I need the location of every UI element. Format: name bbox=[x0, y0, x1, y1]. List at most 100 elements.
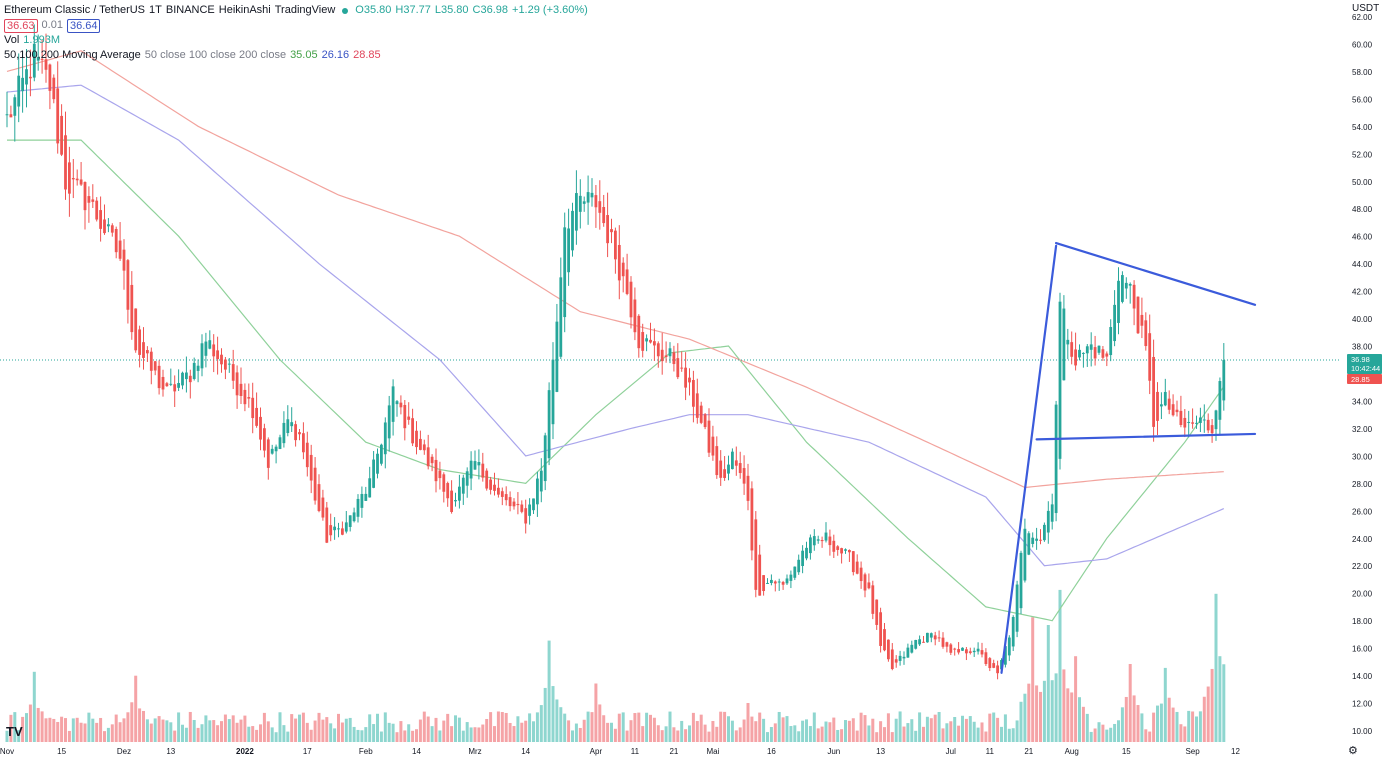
candle-body bbox=[40, 58, 44, 60]
volume-bar bbox=[738, 727, 742, 742]
candle-body bbox=[567, 228, 570, 273]
volume-bar bbox=[1195, 716, 1198, 742]
volume-bar bbox=[1120, 707, 1124, 742]
volume-bar bbox=[551, 686, 555, 742]
candle-body bbox=[1078, 349, 1081, 358]
candle-body bbox=[329, 525, 333, 536]
volume-bar bbox=[520, 722, 524, 742]
candle-body bbox=[17, 75, 21, 107]
volume-bar bbox=[571, 730, 574, 742]
volume-bar bbox=[1171, 707, 1175, 742]
candle-body bbox=[532, 498, 535, 511]
volume-bar bbox=[871, 718, 875, 742]
volume-bar bbox=[395, 732, 399, 742]
legend-row-ma[interactable]: 50,100,200 Moving Average 50 close 100 c… bbox=[4, 48, 588, 63]
candle-body bbox=[984, 652, 988, 664]
volume-bar bbox=[1097, 722, 1101, 742]
volume-bar bbox=[118, 722, 122, 742]
market-open-icon bbox=[342, 7, 349, 14]
candle-body bbox=[239, 383, 243, 396]
volume-bar bbox=[808, 726, 812, 742]
volume-bar bbox=[680, 720, 684, 742]
volume-bar bbox=[434, 717, 438, 742]
price-tick-label: 40.00 bbox=[1352, 315, 1373, 324]
candle-body bbox=[1183, 417, 1187, 428]
volume-bar bbox=[730, 720, 734, 742]
candle-body bbox=[200, 343, 204, 369]
price-tick-label: 18.00 bbox=[1352, 617, 1373, 626]
volume-bar bbox=[574, 723, 578, 742]
candle-body bbox=[867, 582, 871, 589]
volume-bar bbox=[1093, 728, 1097, 742]
candle-body bbox=[399, 402, 403, 408]
volume-bar bbox=[247, 726, 251, 742]
candle-body bbox=[1019, 552, 1023, 609]
volume-bar bbox=[9, 714, 13, 742]
candle-body bbox=[894, 659, 898, 663]
volume-bar bbox=[516, 716, 520, 742]
time-tick-label: Mrz bbox=[468, 747, 481, 756]
volume-bar bbox=[71, 718, 75, 742]
price-tick-label: 50.00 bbox=[1352, 178, 1373, 187]
volume-bar bbox=[754, 721, 758, 742]
bid-price[interactable]: 36.63 bbox=[4, 18, 38, 33]
volume-bar bbox=[325, 717, 329, 742]
volume-bar bbox=[348, 717, 352, 742]
price-tick-label: 34.00 bbox=[1352, 397, 1373, 406]
price-tick-label: 60.00 bbox=[1352, 40, 1373, 49]
candle-body bbox=[337, 528, 340, 530]
ma200-line bbox=[6, 50, 1224, 489]
moving-averages bbox=[6, 50, 1225, 622]
time-axis[interactable]: Nov 15 Dez 13 2022 17 Feb 14 Mrz 14 Apr 11 21 Mai 16 Ju… bbox=[0, 747, 1240, 756]
currency-unit[interactable]: USDT bbox=[1352, 3, 1380, 14]
gear-icon[interactable]: ⚙ bbox=[1348, 745, 1358, 757]
volume-bar bbox=[539, 705, 543, 742]
volume-bar bbox=[231, 715, 235, 742]
candle-body bbox=[883, 629, 886, 651]
volume-bar bbox=[535, 712, 539, 742]
time-tick-label: 14 bbox=[521, 747, 530, 756]
volume-bar bbox=[438, 730, 442, 742]
candle-body bbox=[840, 548, 843, 554]
candle-body bbox=[485, 470, 489, 489]
volume-bar bbox=[1109, 727, 1113, 742]
candle-body bbox=[255, 407, 258, 426]
legend-row-bidask: 36.63 0.01 36.64 bbox=[4, 18, 588, 33]
volume-bar bbox=[500, 712, 504, 742]
volume-bar bbox=[875, 732, 879, 742]
volume-bar bbox=[415, 729, 418, 742]
volume-bar bbox=[715, 726, 719, 742]
volume-bars bbox=[5, 589, 1226, 742]
volume-bar bbox=[758, 712, 762, 742]
volume-bar bbox=[621, 712, 625, 742]
trend-drawings[interactable] bbox=[1000, 241, 1257, 674]
interval-label[interactable]: 1T bbox=[149, 4, 162, 16]
candle-body bbox=[770, 579, 773, 584]
price-tick-label: 14.00 bbox=[1352, 672, 1373, 681]
volume-bar bbox=[996, 717, 1000, 742]
volume-bar bbox=[1058, 589, 1062, 742]
candle-body bbox=[976, 648, 980, 652]
volume-bar bbox=[134, 675, 138, 742]
volume-bar bbox=[223, 714, 227, 742]
volume-bar bbox=[200, 724, 204, 742]
candle-body bbox=[44, 59, 48, 70]
pole-line bbox=[1000, 244, 1058, 674]
volume-bar bbox=[255, 729, 259, 742]
volume-bar bbox=[723, 711, 727, 742]
candle-body bbox=[1093, 347, 1097, 359]
legend-row-volume[interactable]: Vol 1.993M bbox=[4, 33, 588, 48]
volume-bar bbox=[1050, 680, 1054, 742]
candle-body bbox=[368, 478, 372, 498]
candle-body bbox=[1160, 404, 1163, 407]
candle-body bbox=[450, 490, 453, 512]
candle-body bbox=[1179, 410, 1183, 425]
candle-body bbox=[937, 637, 941, 639]
tradingview-logo[interactable]: TV bbox=[6, 724, 23, 739]
symbol-title[interactable]: Ethereum Classic / TetherUS bbox=[4, 4, 146, 16]
legend-row-symbol[interactable]: Ethereum Classic / TetherUS 1T BINANCE H… bbox=[4, 3, 588, 18]
candle-body bbox=[25, 69, 28, 85]
volume-bar bbox=[649, 714, 652, 742]
ask-price[interactable]: 36.64 bbox=[66, 18, 101, 33]
